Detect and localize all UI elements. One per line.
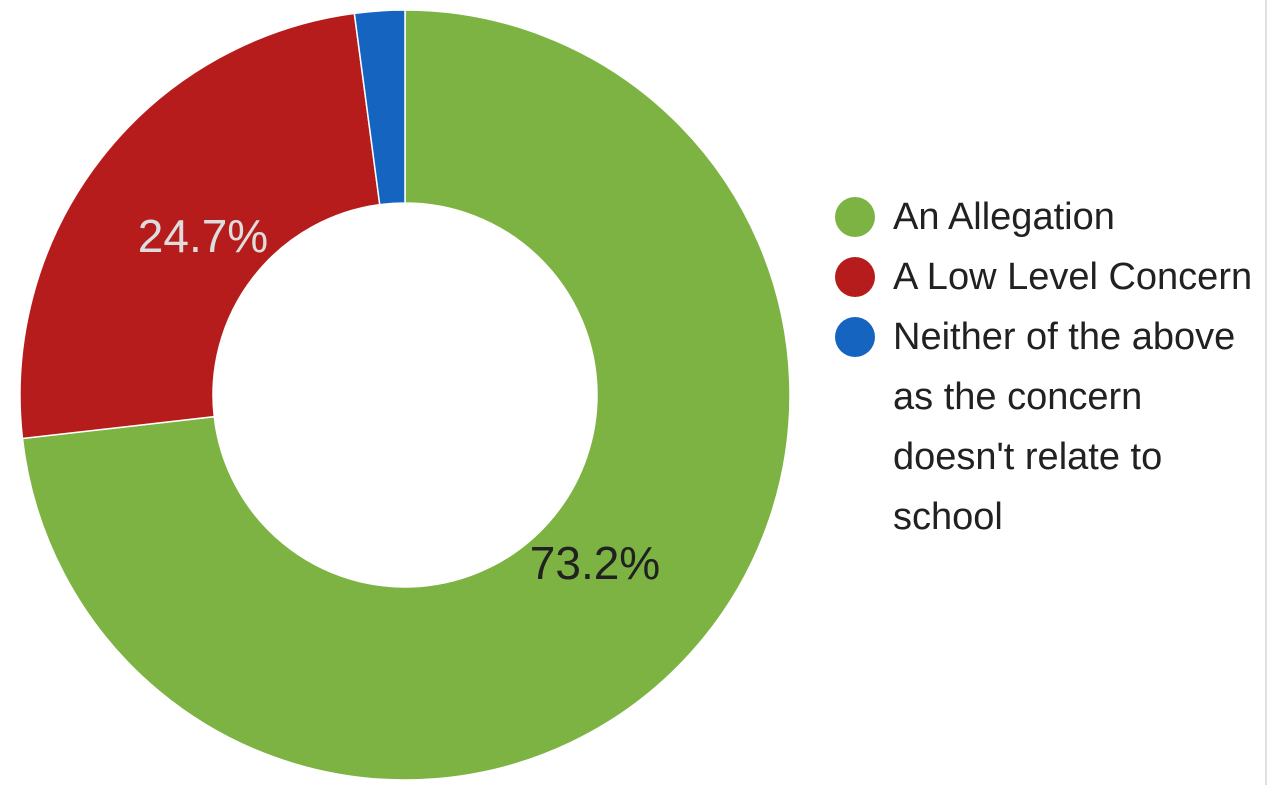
donut-slice-label-0: 73.2% [530, 537, 660, 589]
legend-label-neither: Neither of the above as the concern does… [893, 316, 1236, 538]
frame-edge [1265, 0, 1267, 785]
donut-slice-1[interactable] [19, 12, 381, 440]
chart-legend: An Allegation A Low Level Concern Neithe… [835, 195, 1265, 555]
donut-slice-2[interactable] [353, 9, 406, 206]
legend-swatch-neither [835, 317, 875, 357]
legend-item-allegation[interactable]: An Allegation [835, 195, 1265, 247]
donut-chart-plot: 73.2% 24.7% [19, 9, 791, 781]
legend-item-low-level-concern[interactable]: A Low Level Concern [835, 255, 1265, 307]
legend-swatch-allegation [835, 197, 875, 237]
legend-label-allegation: An Allegation [893, 196, 1115, 238]
donut-slice-label-1: 24.7% [138, 210, 268, 262]
donut-slice-0[interactable] [21, 9, 791, 781]
legend-item-neither[interactable]: Neither of the above as the concern does… [835, 315, 1265, 547]
legend-label-low-level-concern: A Low Level Concern [893, 256, 1253, 298]
legend-swatch-low-level-concern [835, 257, 875, 297]
